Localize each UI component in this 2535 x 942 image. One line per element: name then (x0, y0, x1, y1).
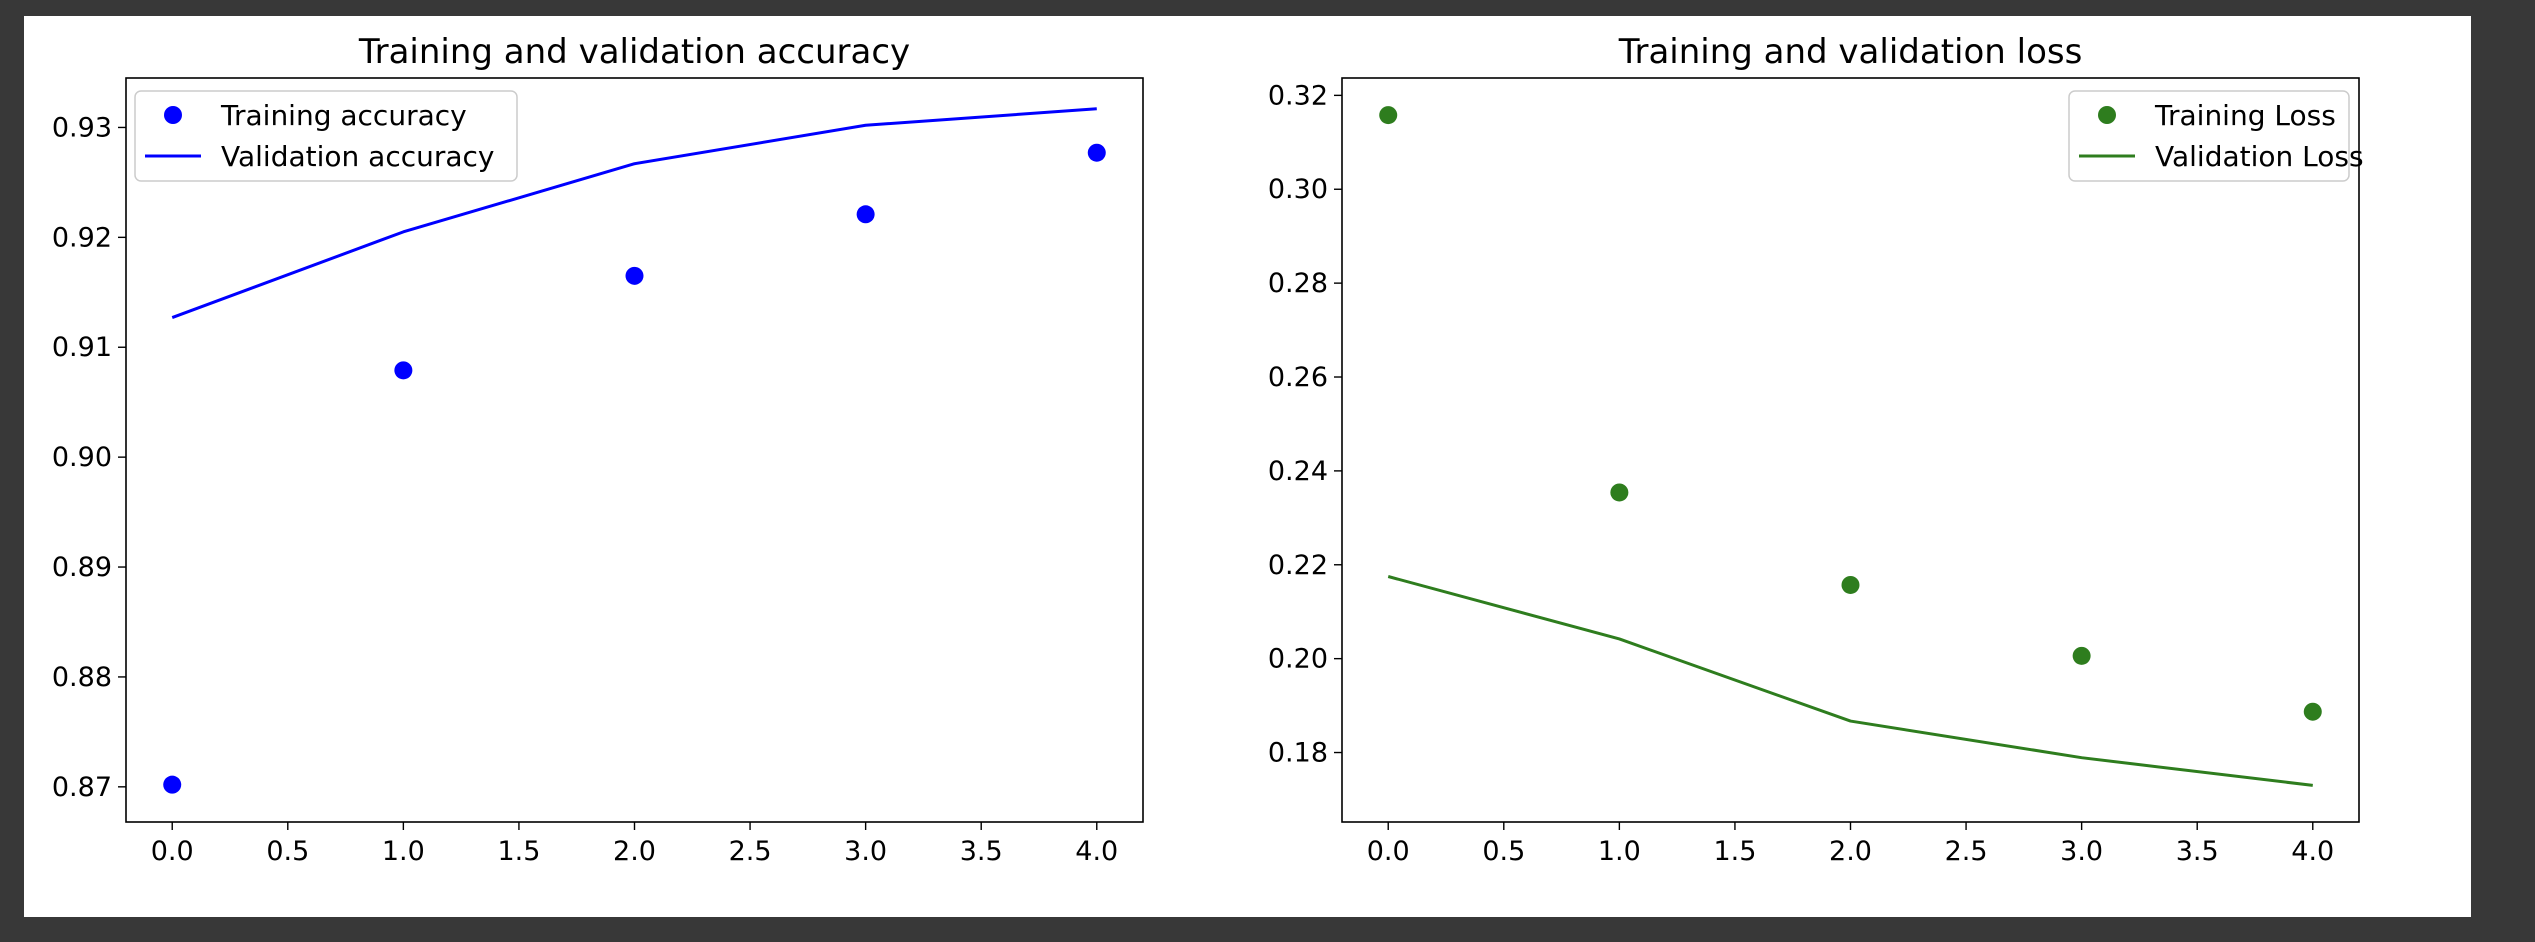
x-tick-label: 2.0 (1829, 836, 1872, 867)
x-tick-label: 3.0 (2060, 836, 2103, 867)
y-tick-label: 0.28 (1268, 268, 1328, 299)
legend-label: Validation Loss (2155, 140, 2364, 173)
legend-label: Validation accuracy (221, 140, 495, 173)
x-tick-label: 3.5 (2176, 836, 2219, 867)
data-point-training-accuracy (856, 205, 875, 224)
y-tick-label: 0.22 (1268, 550, 1328, 581)
x-tick-label: 0.0 (1367, 836, 1410, 867)
x-tick-label: 0.5 (1482, 836, 1525, 867)
data-point-training-loss (1379, 106, 1398, 125)
y-tick-label: 0.91 (52, 332, 112, 363)
figure: Training and validation accuracy 0.0 0.5 1.… (24, 16, 2471, 917)
data-point-training-accuracy (625, 266, 644, 285)
chart-title: Training and validation loss (1618, 32, 2083, 72)
x-tick-label: 4.0 (2291, 836, 2334, 867)
y-tick-label: 0.88 (52, 662, 112, 693)
x-tick-label: 3.5 (960, 836, 1003, 867)
y-tick-label: 0.93 (52, 112, 112, 143)
loss-chart: Training and validation loss 0.0 0.5 1.0 1.5… (1268, 32, 2364, 867)
x-tick-label: 1.5 (1713, 836, 1756, 867)
legend-point-marker (164, 106, 182, 124)
plot-frame (1341, 77, 2360, 823)
accuracy-chart: Training and validation accuracy 0.0 0.5 1.… (52, 32, 1144, 867)
legend-box (2068, 90, 2350, 182)
data-point-training-accuracy (394, 361, 413, 380)
chart-title: Training and validation accuracy (358, 32, 910, 72)
legend-point-marker (2098, 106, 2116, 124)
y-tick-label: 0.90 (52, 442, 112, 473)
x-tick-label: 2.0 (613, 836, 656, 867)
data-point-training-accuracy (163, 775, 182, 794)
x-tick-label: 1.0 (1598, 836, 1641, 867)
series-line-validation-loss (1387, 575, 2313, 787)
y-tick-label: 0.89 (52, 552, 112, 583)
data-point-training-loss (2303, 702, 2322, 721)
y-tick-label: 0.32 (1268, 80, 1328, 111)
y-tick-label: 0.24 (1268, 456, 1328, 487)
data-point-training-accuracy (1087, 143, 1106, 162)
y-tick-label: 0.18 (1268, 738, 1328, 769)
x-tick-label: 2.5 (1945, 836, 1988, 867)
y-tick-label: 0.30 (1268, 174, 1328, 205)
y-tick-label: 0.92 (52, 222, 112, 253)
legend-box (134, 90, 518, 182)
data-point-training-loss (1610, 483, 1629, 502)
x-tick-label: 1.5 (497, 836, 540, 867)
x-tick-label: 1.0 (382, 836, 425, 867)
x-tick-label: 0.0 (151, 836, 194, 867)
y-tick-label: 0.26 (1268, 362, 1328, 393)
data-point-training-loss (1841, 575, 1860, 594)
x-tick-label: 3.0 (844, 836, 887, 867)
legend-label: Training accuracy (220, 99, 467, 132)
legend-label: Training Loss (2154, 99, 2336, 132)
chart-figure: Training and validation accuracy 0.0 0.5 1.… (52, 32, 2364, 867)
y-tick-label: 0.20 (1268, 644, 1328, 675)
x-tick-label: 4.0 (1075, 836, 1118, 867)
y-tick-label: 0.87 (52, 772, 112, 803)
x-tick-label: 0.5 (266, 836, 309, 867)
series-line-validation-accuracy (171, 107, 1097, 319)
data-point-training-loss (2072, 646, 2091, 665)
x-tick-label: 2.5 (729, 836, 772, 867)
plot-frame (125, 77, 1144, 823)
